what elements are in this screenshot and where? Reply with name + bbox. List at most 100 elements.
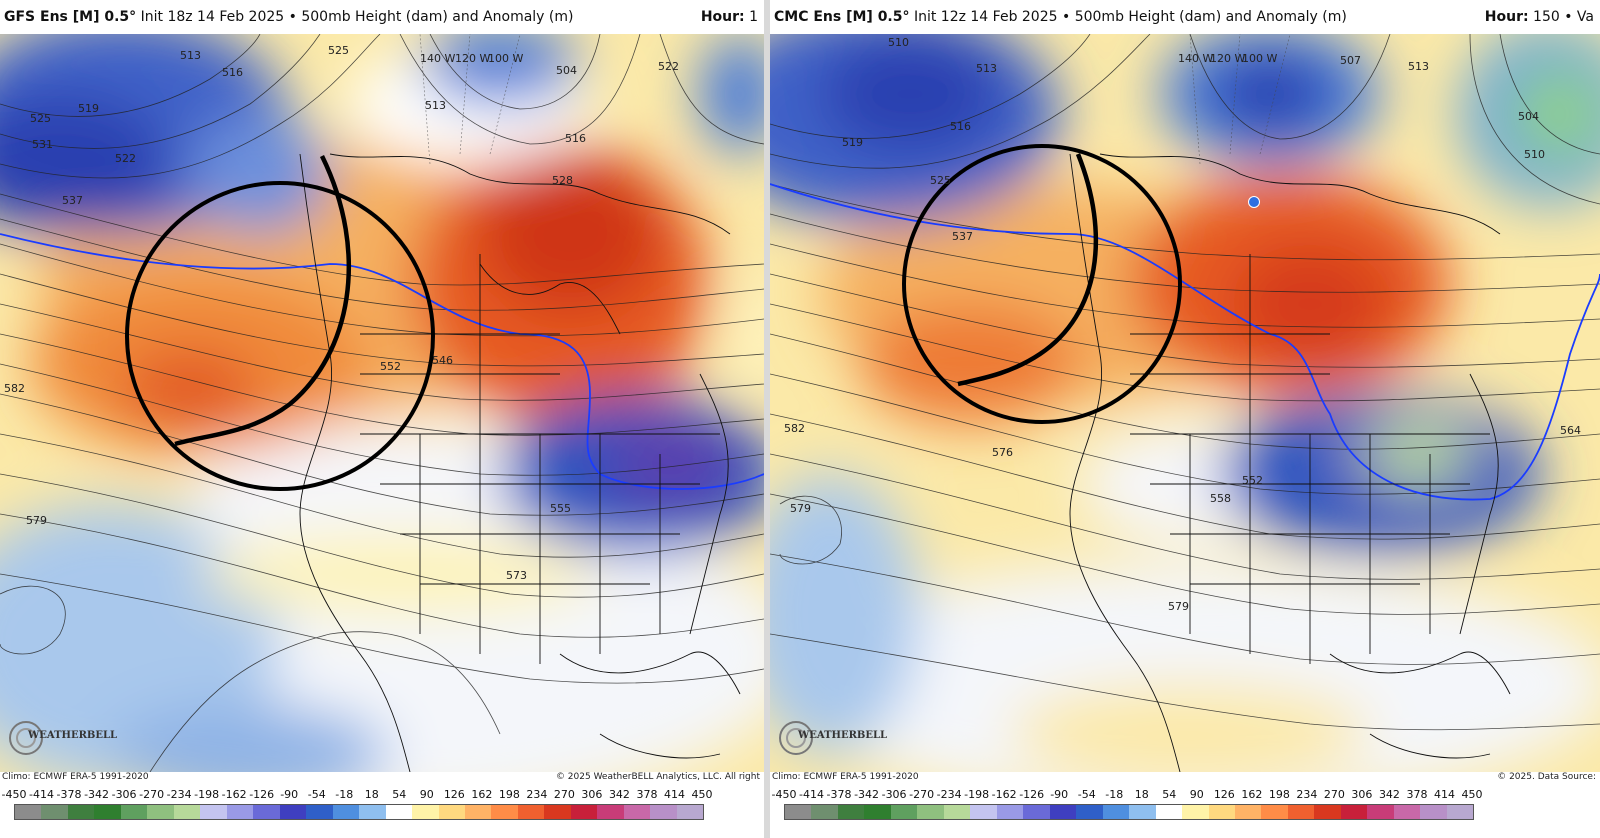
colorbar-tick-label: -90 — [280, 788, 299, 801]
contour-label: 528 — [552, 174, 573, 187]
colorbar-tick-label: -378 — [56, 788, 82, 801]
colorbar-tick-label: -414 — [29, 788, 54, 801]
colorbar-swatch — [1261, 805, 1288, 819]
panel-title: CMC Ens [M] 0.5° Init 12z 14 Feb 2025 • … — [774, 9, 1347, 25]
colorbar-swatch — [570, 805, 598, 819]
colorbar-swatch — [544, 805, 571, 819]
colorbar-tick-label: 450 — [691, 788, 713, 801]
colorbar-tick-label: -306 — [111, 788, 137, 801]
colorbar-tick-label: 234 — [526, 788, 548, 801]
contour-label: 546 — [432, 354, 453, 367]
colorbar-tick-label: 306 — [581, 788, 603, 801]
contour-label: 522 — [115, 152, 136, 165]
annotation-arc — [957, 153, 1099, 387]
colorbar-swatch — [359, 805, 386, 819]
colorbar-tick-label: 378 — [636, 788, 658, 801]
contour-label: 558 — [1210, 492, 1231, 505]
colorbar-tick-label: -90 — [1050, 788, 1069, 801]
longitude-label: 140 W — [1178, 52, 1213, 65]
separator: • — [1061, 9, 1071, 25]
colorbar-swatch — [676, 805, 704, 819]
contour-label: 513 — [180, 49, 201, 62]
colorbar-tick-label: 198 — [498, 788, 520, 801]
colorbar-tick-label: 342 — [608, 788, 630, 801]
colorbar-swatch — [1102, 805, 1130, 819]
colorbar-tick-label: 414 — [1433, 788, 1455, 801]
init-time: Init 12z 14 Feb 2025 — [913, 9, 1058, 25]
colorbar-tick-label: -198 — [194, 788, 220, 801]
annotation-circle — [125, 181, 435, 491]
hour-value: 1 — [749, 9, 758, 25]
colorbar-tick-label: -18 — [335, 788, 354, 801]
panel-title: GFS Ens [M] 0.5° Init 18z 14 Feb 2025 • … — [4, 9, 573, 25]
contour-label: 582 — [784, 422, 805, 435]
contour-label: 579 — [26, 514, 47, 527]
colorbar-tick-label: 450 — [1461, 788, 1483, 801]
contour-label: 579 — [1168, 600, 1189, 613]
field-name: 500mb Height (dam) and Anomaly (m) — [1074, 9, 1347, 25]
colorbar-tick-label: 378 — [1406, 788, 1428, 801]
annotation-circle — [902, 144, 1182, 424]
contour-label: 519 — [78, 102, 99, 115]
contour-label: 537 — [62, 194, 83, 207]
colorbar-swatch — [650, 805, 677, 819]
colorbar-swatch — [253, 805, 280, 819]
colorbar-swatch — [200, 805, 227, 819]
contour-label: 525 — [328, 44, 349, 57]
contour-label: 552 — [1242, 474, 1263, 487]
colorbar-tick-label: -270 — [909, 788, 935, 801]
longitude-label: 140 W — [420, 52, 455, 65]
contour-label: 552 — [380, 360, 401, 373]
location-marker — [1248, 196, 1260, 208]
colorbar-swatch — [597, 805, 624, 819]
title-bar: GFS Ens [M] 0.5° Init 18z 14 Feb 2025 • … — [0, 0, 764, 34]
colorbar-tick-label: 414 — [663, 788, 685, 801]
colorbar-swatch — [1155, 805, 1183, 819]
colorbar-swatch — [385, 805, 413, 819]
weatherbell-logo: WEATHERBELL — [6, 718, 117, 758]
colorbar-swatch — [1023, 805, 1050, 819]
colorbar-tick-label: -54 — [307, 788, 326, 801]
colorbar-swatch — [996, 805, 1024, 819]
map-area: 513 516 519 522 525 525 531 537 513 140 … — [0, 34, 764, 772]
contour-label: 582 — [4, 382, 25, 395]
climo-note: Climo: ECMWF ERA-5 1991-2020 — [772, 772, 919, 782]
colorbar-swatch — [226, 805, 254, 819]
colorbar-tick-label: 54 — [1162, 788, 1177, 801]
colorbar-tick-label: -198 — [964, 788, 990, 801]
contour-label: 507 — [1340, 54, 1361, 67]
colorbar-tick-label: 198 — [1268, 788, 1290, 801]
colorbar-tick-label: -414 — [799, 788, 824, 801]
contour-label: 573 — [506, 569, 527, 582]
contour-label: 525 — [30, 112, 51, 125]
logo-swirl-icon — [9, 721, 43, 755]
logo-swirl-icon — [779, 721, 813, 755]
colorbar — [14, 804, 704, 820]
anomaly-map: 513 516 519 522 525 525 531 537 513 140 … — [0, 34, 764, 772]
logo-text: WEATHERBELL — [798, 730, 888, 741]
colorbar-tick-label: -450 — [771, 788, 797, 801]
colorbar-tick-label: -342 — [854, 788, 880, 801]
map-area: 510 513 516 519 525 537 140 W 120 W 100 … — [770, 34, 1600, 772]
hour-label: Hour: — [700, 9, 745, 25]
weatherbell-logo: WEATHERBELL — [776, 718, 887, 758]
field-name: 500mb Height (dam) and Anomaly (m) — [301, 9, 574, 25]
colorbar-swatch — [464, 805, 492, 819]
colorbar-swatch — [173, 805, 201, 819]
colorbar-tick-label: 18 — [364, 788, 379, 801]
colorbar-swatch — [943, 805, 971, 819]
longitude-label: 120 W — [455, 52, 490, 65]
colorbar-swatch — [438, 805, 465, 819]
colorbar-tick-label: -234 — [936, 788, 962, 801]
colorbar-tick-label: -162 — [221, 788, 247, 801]
copyright: © 2025. Data Source: — [1497, 772, 1596, 782]
colorbar-swatch — [837, 805, 865, 819]
copyright: © 2025 WeatherBELL Analytics, LLC. All r… — [555, 772, 760, 782]
colorbar-swatch — [332, 805, 360, 819]
colorbar-swatch — [623, 805, 651, 819]
climo-note: Climo: ECMWF ERA-5 1991-2020 — [2, 772, 149, 782]
colorbar-swatch — [917, 805, 944, 819]
colorbar-swatch — [279, 805, 307, 819]
colorbar-tick-label: -162 — [991, 788, 1017, 801]
colorbar-swatch — [1049, 805, 1077, 819]
